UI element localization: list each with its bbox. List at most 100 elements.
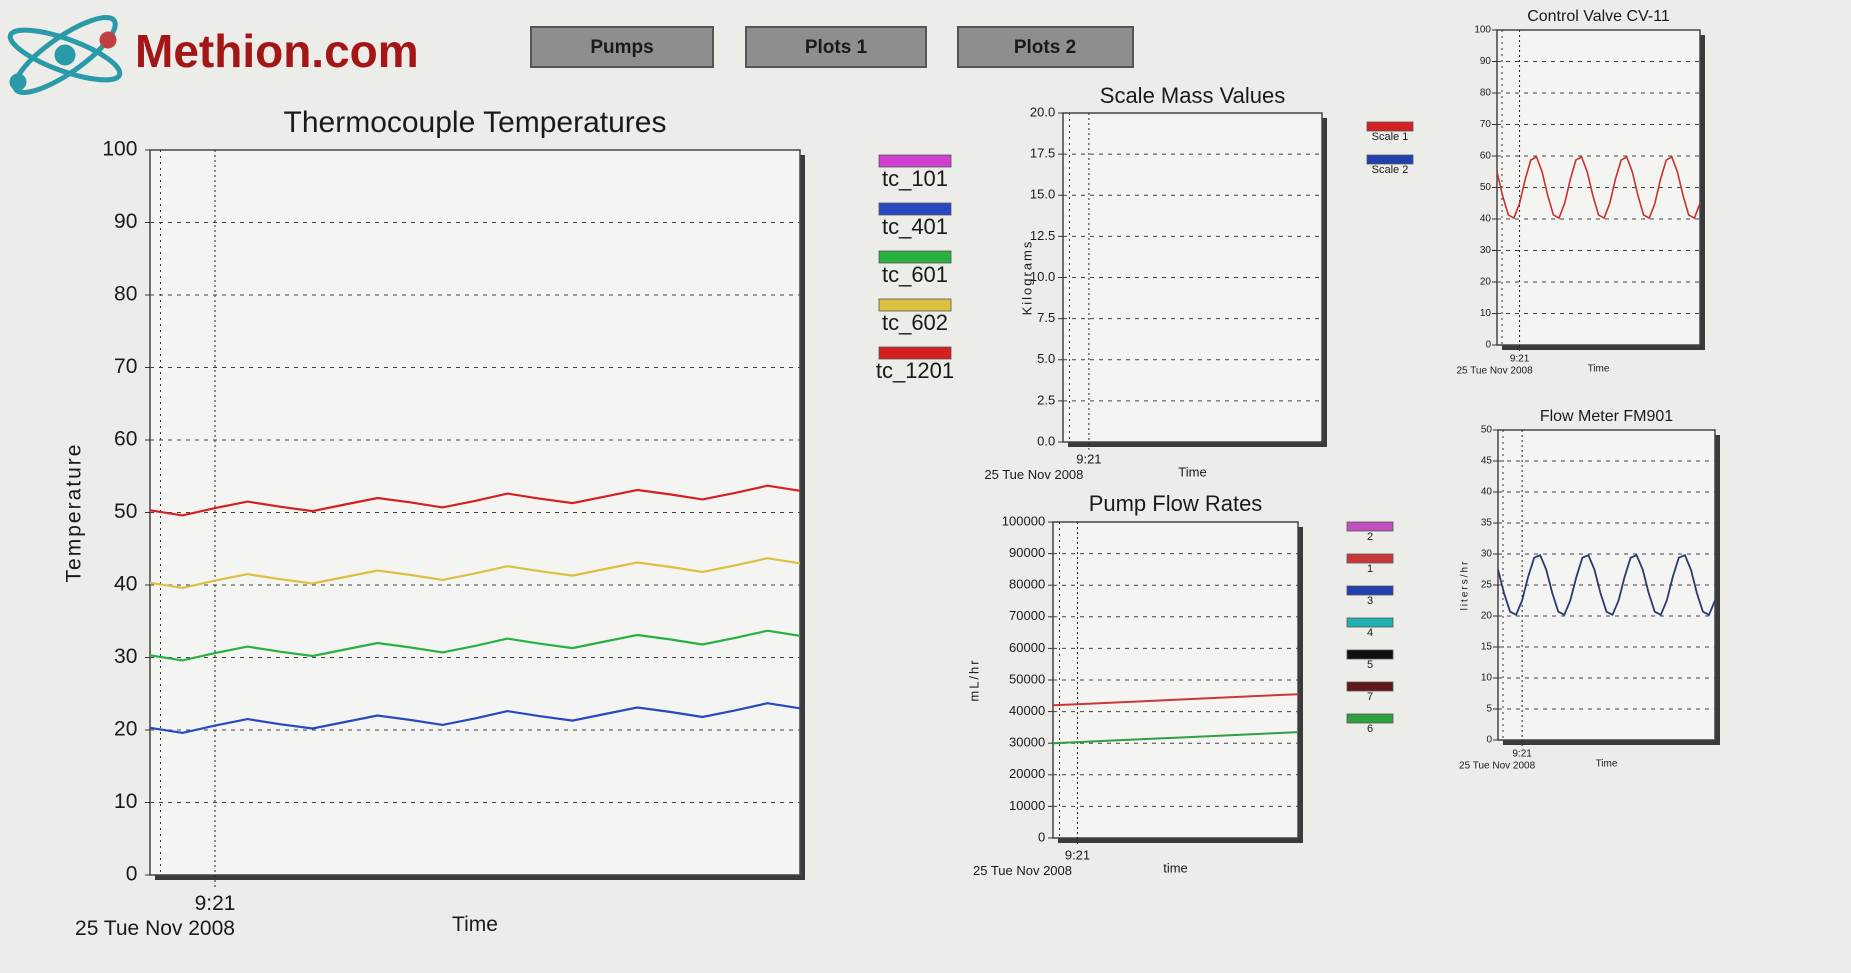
y-tick-label: 90 <box>1480 56 1492 67</box>
legend-label: tc_601 <box>882 262 948 287</box>
legend-label: 1 <box>1367 563 1373 575</box>
date-label: 25 Tue Nov 2008 <box>75 917 235 940</box>
legend-swatch <box>1347 554 1393 563</box>
y-tick-label: 30000 <box>1009 735 1045 750</box>
y-tick-label: 20 <box>1480 277 1492 288</box>
button-label[interactable]: Pumps <box>590 37 653 58</box>
y-tick-label: 0 <box>126 863 138 886</box>
button-label[interactable]: Plots 2 <box>1014 37 1076 58</box>
x-tick-label: 9:21 <box>1065 848 1090 863</box>
x-tick-label: 9:21 <box>1076 452 1101 467</box>
y-tick-label: 50 <box>1480 182 1492 193</box>
legend-label: 6 <box>1367 723 1373 735</box>
y-tick-label: 60 <box>1480 151 1492 162</box>
button[interactable]: Pumps <box>531 27 713 67</box>
legend-swatch <box>1347 618 1393 627</box>
y-tick-label: 5.0 <box>1037 351 1055 366</box>
y-tick-label: 60000 <box>1009 640 1045 655</box>
chart-title: Thermocouple Temperatures <box>284 106 667 139</box>
legend-swatch <box>1347 650 1393 659</box>
y-tick-label: 20000 <box>1009 766 1045 781</box>
y-tick-label: 90 <box>114 210 137 233</box>
y-tick-label: 30 <box>1480 245 1492 256</box>
legend-label: tc_101 <box>882 166 948 191</box>
y-tick-label: 60 <box>114 428 137 451</box>
y-tick-label: 50 <box>1481 425 1493 436</box>
y-tick-label: 80 <box>114 283 137 306</box>
y-tick-label: 15.0 <box>1030 187 1055 202</box>
button[interactable]: Plots 2 <box>958 27 1133 67</box>
x-axis-label: Time <box>1596 759 1618 770</box>
legend-label: 4 <box>1367 627 1373 639</box>
y-tick-label: 40 <box>1481 487 1493 498</box>
y-tick-label: 70 <box>1480 119 1492 130</box>
page: Methion.com Pumps Plots 1 Plots 2 Thermo… <box>0 0 1851 973</box>
y-tick-label: 20 <box>1481 611 1493 622</box>
y-tick-label: 100 <box>102 138 137 161</box>
legend-swatch <box>1347 522 1393 531</box>
dashboard: Methion.com Pumps Plots 1 Plots 2 Thermo… <box>0 0 1851 973</box>
y-tick-label: 15 <box>1481 642 1493 653</box>
legend-swatch <box>1367 122 1413 131</box>
chart-title: Control Valve CV-11 <box>1527 8 1670 25</box>
chart-title: Scale Mass Values <box>1100 83 1285 108</box>
button[interactable]: Plots 1 <box>746 27 926 67</box>
y-tick-label: 5 <box>1486 704 1492 715</box>
legend-swatch <box>1347 714 1393 723</box>
legend-label: 7 <box>1367 691 1373 703</box>
legend-label: 2 <box>1367 531 1373 543</box>
y-axis-label: mL/hr <box>966 658 981 701</box>
y-tick-label: 10 <box>114 790 137 813</box>
y-tick-label: 7.5 <box>1037 310 1055 325</box>
button-label[interactable]: Plots 1 <box>805 37 868 58</box>
chart-title: Flow Meter FM901 <box>1540 408 1673 425</box>
y-tick-label: 40 <box>1480 214 1492 225</box>
x-tick-label: 9:21 <box>1510 354 1530 365</box>
y-tick-label: 17.5 <box>1030 146 1055 161</box>
y-tick-label: 30 <box>1481 549 1493 560</box>
legend-swatch <box>1347 586 1393 595</box>
x-axis-label: time <box>1163 861 1188 876</box>
y-axis-label: Kilograms <box>1019 240 1034 316</box>
legend-swatch <box>1347 682 1393 691</box>
y-tick-label: 80000 <box>1009 577 1045 592</box>
y-tick-label: 25 <box>1481 580 1493 591</box>
legend-label: tc_401 <box>882 214 948 239</box>
y-tick-label: 70000 <box>1009 608 1045 623</box>
y-tick-label: 30 <box>114 645 137 668</box>
date-label: 25 Tue Nov 2008 <box>973 863 1072 878</box>
y-tick-label: 70 <box>114 355 137 378</box>
legend-swatch <box>1367 155 1413 164</box>
y-tick-label: 0 <box>1038 829 1045 844</box>
logo-text: Methion.com <box>135 25 419 77</box>
legend-label: Scale 2 <box>1372 164 1409 176</box>
y-tick-label: 0.0 <box>1037 433 1055 448</box>
y-tick-label: 80 <box>1480 88 1492 99</box>
y-tick-label: 50000 <box>1009 671 1045 686</box>
x-axis-label: Time <box>452 913 498 936</box>
y-tick-label: 100 <box>1474 25 1491 36</box>
x-tick-label: 9:21 <box>195 892 236 915</box>
y-axis-label: Temperature <box>63 443 86 583</box>
y-tick-label: 20 <box>114 718 137 741</box>
y-tick-label: 0 <box>1485 340 1491 351</box>
y-tick-label: 50 <box>114 500 137 523</box>
y-tick-label: 10 <box>1480 308 1492 319</box>
y-tick-label: 40000 <box>1009 703 1045 718</box>
date-label: 25 Tue Nov 2008 <box>1456 366 1533 377</box>
legend-label: tc_602 <box>882 310 948 335</box>
x-axis-label: Time <box>1178 465 1206 480</box>
legend-label: 3 <box>1367 595 1373 607</box>
y-tick-label: 90000 <box>1009 545 1045 560</box>
y-tick-label: 100000 <box>1002 513 1045 528</box>
y-tick-label: 40 <box>114 573 137 596</box>
date-label: 25 Tue Nov 2008 <box>984 467 1083 482</box>
legend-label: 5 <box>1367 659 1373 671</box>
legend-label: tc_1201 <box>876 358 954 383</box>
y-tick-label: 10 <box>1481 673 1493 684</box>
x-tick-label: 9:21 <box>1512 749 1532 760</box>
x-axis-label: Time <box>1588 364 1610 375</box>
legend-label: Scale 1 <box>1372 131 1409 143</box>
date-label: 25 Tue Nov 2008 <box>1459 761 1536 772</box>
chart-title: Pump Flow Rates <box>1089 491 1263 516</box>
